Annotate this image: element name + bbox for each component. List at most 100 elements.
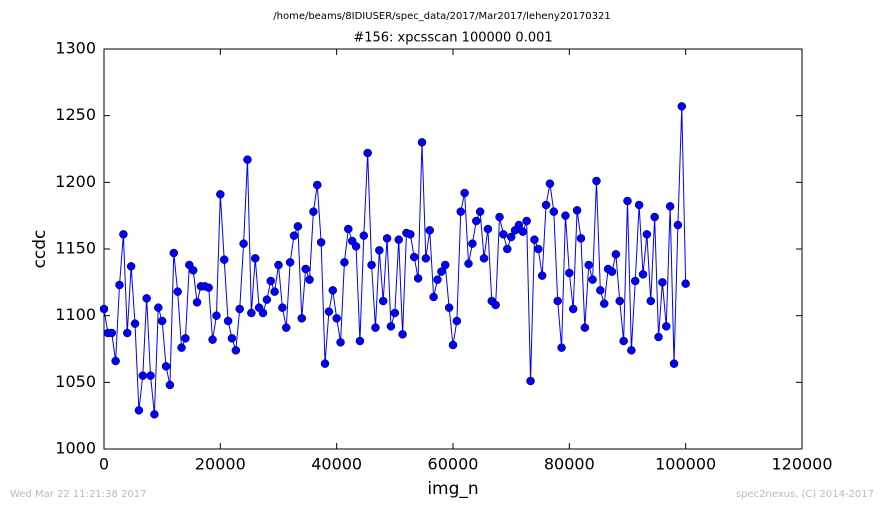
data-line <box>103 106 687 415</box>
data-point <box>456 207 466 216</box>
data-point <box>169 248 179 258</box>
data-point <box>212 311 221 320</box>
data-point <box>557 343 566 352</box>
data-point <box>553 296 562 306</box>
data-point <box>537 271 547 280</box>
data-point <box>479 254 489 263</box>
data-point <box>681 279 690 288</box>
data-point <box>99 304 109 314</box>
data-point <box>596 286 605 295</box>
footer-date: Wed Mar 22 11:21:38 2017 <box>10 489 146 500</box>
data-point <box>464 259 473 268</box>
data-point <box>266 276 275 286</box>
data-point <box>305 275 314 284</box>
data-point <box>631 276 640 286</box>
data-point <box>282 323 291 332</box>
data-point <box>545 179 555 188</box>
data-point <box>371 323 380 332</box>
data-point <box>495 212 504 222</box>
data-point <box>530 235 539 244</box>
data-point <box>425 226 434 235</box>
data-point <box>421 254 431 263</box>
data-point <box>173 287 182 296</box>
data-point <box>111 356 120 366</box>
data-point <box>223 316 233 326</box>
data-point <box>270 287 279 296</box>
x-tick-label: 0 <box>99 455 109 474</box>
data-point <box>258 308 268 318</box>
data-point <box>607 267 617 276</box>
data-point <box>642 230 652 239</box>
data-point <box>355 336 365 346</box>
data-point <box>561 211 570 220</box>
data-point <box>115 280 124 290</box>
y-tick-label: 1300 <box>55 39 96 58</box>
data-point <box>181 334 190 343</box>
y-tick-label: 1050 <box>55 372 96 391</box>
y-tick-label: 1100 <box>55 305 96 324</box>
data-point <box>437 267 446 276</box>
x-axis-label: img_n <box>427 479 478 499</box>
data-point <box>119 230 128 239</box>
data-point <box>460 188 469 198</box>
data-point <box>638 270 648 279</box>
data-point <box>394 235 403 244</box>
data-point <box>588 275 597 284</box>
data-point <box>518 227 528 236</box>
data-point <box>440 260 450 270</box>
data-point <box>126 262 136 271</box>
data-point <box>448 340 458 350</box>
x-tick-label: 100000 <box>655 455 716 474</box>
data-point <box>390 308 400 318</box>
data-point <box>297 314 307 323</box>
data-point <box>468 239 477 248</box>
data-point <box>541 200 551 210</box>
y-tick-label: 1250 <box>55 105 96 124</box>
data-point <box>359 231 369 240</box>
data-point <box>285 258 295 267</box>
data-point <box>669 359 679 368</box>
data-point <box>336 338 345 347</box>
data-point <box>216 190 225 199</box>
data-point <box>483 224 493 234</box>
data-point <box>188 266 198 275</box>
data-point <box>417 138 427 147</box>
x-tick-label: 80000 <box>544 455 595 474</box>
data-point <box>165 380 175 390</box>
data-point <box>309 207 318 216</box>
data-point <box>506 232 516 242</box>
data-point <box>572 206 582 215</box>
data-point <box>413 274 423 283</box>
data-point <box>375 246 384 255</box>
data-point <box>549 207 559 216</box>
data-point <box>619 336 628 346</box>
data-point <box>161 362 171 371</box>
data-point <box>192 298 202 307</box>
data-point <box>650 212 659 222</box>
data-point <box>654 332 663 342</box>
data-point <box>320 359 330 368</box>
data-point <box>658 278 667 287</box>
data-point <box>227 334 237 343</box>
suptitle: /home/beams/8IDIUSER/spec_data/2017/Mar2… <box>273 11 610 22</box>
data-point <box>592 176 601 186</box>
data-point <box>662 322 671 331</box>
data-point <box>235 304 244 314</box>
data-point <box>599 299 609 308</box>
data-point <box>665 202 675 211</box>
data-point <box>534 244 543 254</box>
y-axis-label: ccdc <box>30 230 50 269</box>
data-point <box>409 252 419 262</box>
data-point <box>475 207 485 216</box>
data-point <box>565 268 574 278</box>
data-point <box>677 102 687 111</box>
x-tick-label: 20000 <box>195 455 246 474</box>
plot-frame <box>103 48 803 450</box>
data-point <box>278 303 287 312</box>
data-point <box>627 346 636 355</box>
data-point <box>386 322 396 331</box>
y-tick-label: 1000 <box>55 439 96 458</box>
data-point <box>576 234 586 243</box>
data-point <box>580 323 590 332</box>
data-point <box>673 220 683 230</box>
